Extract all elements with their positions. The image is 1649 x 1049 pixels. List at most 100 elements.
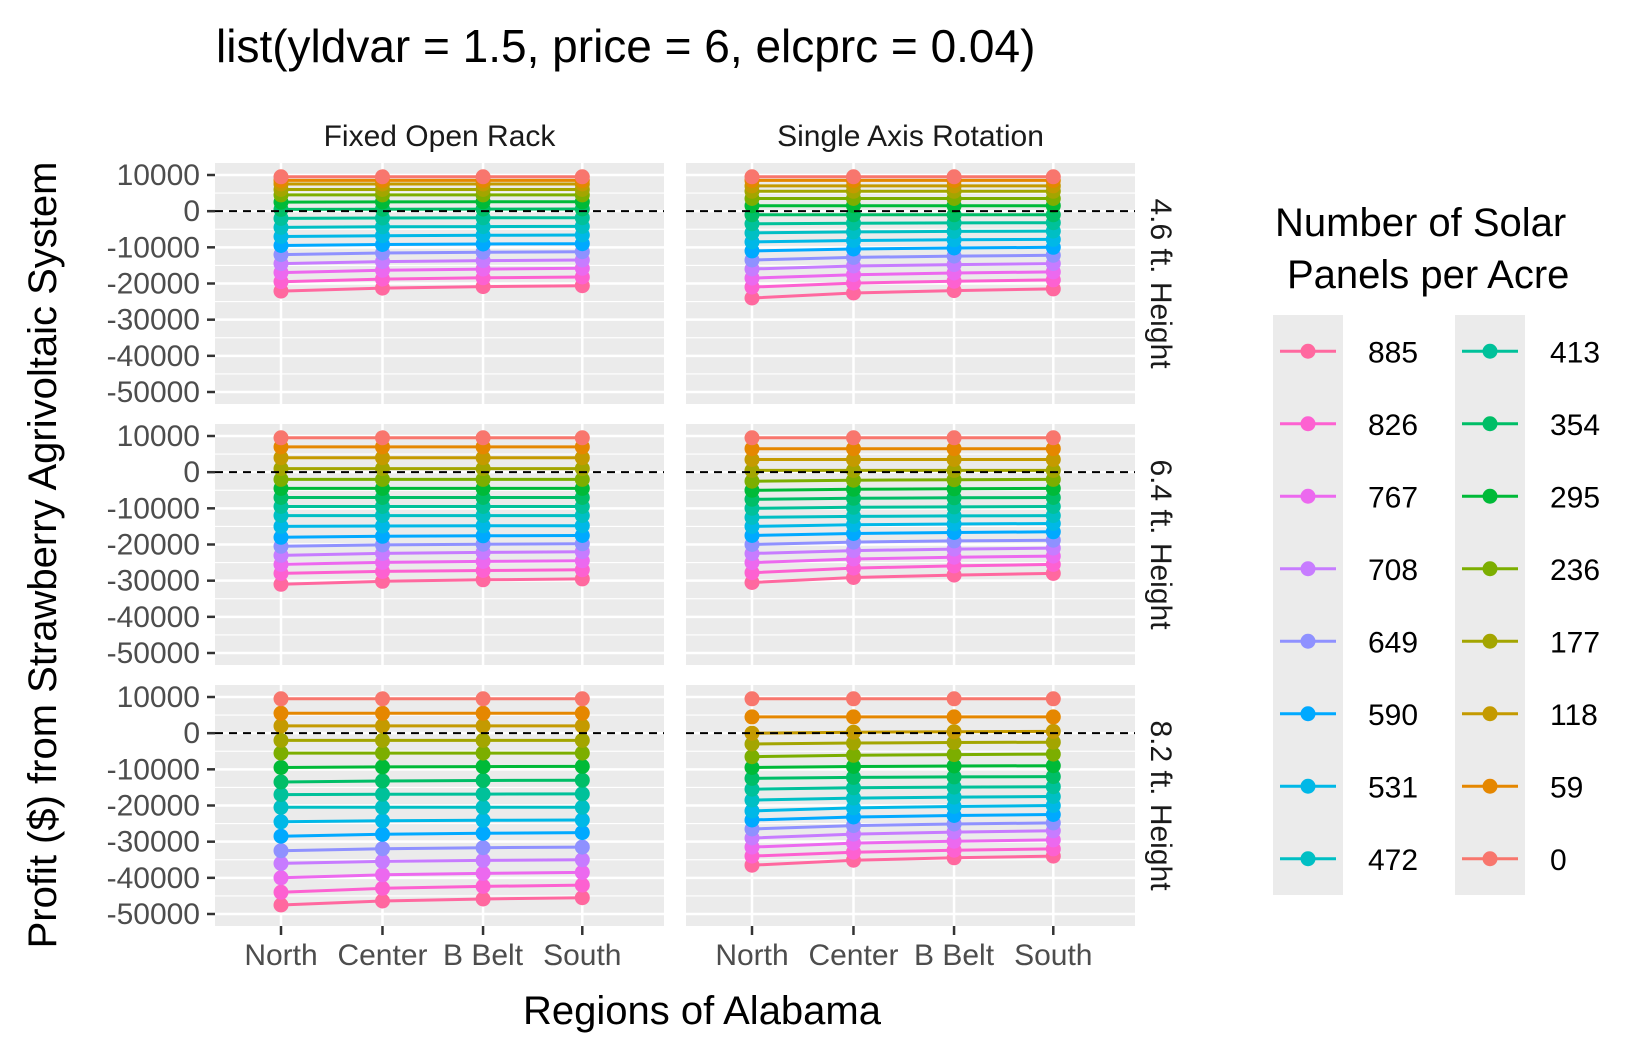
data-point (273, 691, 289, 707)
data-point (744, 770, 760, 786)
data-point (574, 691, 590, 707)
data-point (1045, 769, 1061, 785)
data-point (475, 786, 491, 802)
panel (215, 424, 664, 665)
data-point (273, 450, 289, 466)
series-line (280, 550, 583, 557)
data-point (946, 709, 962, 725)
legend-key-background (1273, 315, 1343, 895)
data-point (946, 441, 962, 457)
data-point (273, 718, 289, 734)
legend-label: 118 (1550, 699, 1598, 732)
data-point (574, 705, 590, 721)
data-point (475, 718, 491, 734)
data-point (946, 462, 962, 478)
data-point (744, 452, 760, 467)
data-point (375, 826, 390, 842)
legend-key-point (1482, 488, 1498, 504)
data-point (475, 852, 491, 868)
data-point (946, 769, 962, 785)
y-tick-label: 0 (183, 456, 200, 489)
data-point (846, 747, 861, 763)
series-line (751, 847, 1054, 858)
legend-label: 590 (1368, 699, 1418, 732)
series-line (280, 845, 583, 853)
data-point (273, 828, 289, 844)
panel (686, 685, 1135, 926)
data-point (574, 877, 590, 893)
data-point (375, 773, 390, 789)
data-point (375, 732, 390, 748)
legend-label: 708 (1368, 554, 1418, 587)
panels-area: Fixed Open Rack Single Axis Rotation 4.6 f… (215, 120, 1177, 926)
data-point (946, 169, 962, 185)
x-tick-label: North (715, 939, 788, 972)
data-point (946, 430, 962, 446)
data-point (946, 452, 962, 467)
data-point (946, 724, 962, 740)
data-point (846, 769, 861, 785)
data-point (273, 897, 289, 913)
data-point (475, 878, 491, 894)
data-point (744, 691, 760, 707)
data-point (574, 812, 590, 828)
series-line (280, 250, 583, 257)
data-point (846, 724, 861, 740)
y-tick-label: 10000 (117, 420, 200, 453)
data-point (273, 760, 289, 775)
data-point (375, 169, 390, 185)
data-point (475, 691, 491, 707)
data-point (475, 865, 491, 881)
series-line (751, 477, 1054, 483)
data-point (475, 812, 491, 828)
y-tick-label: 0 (183, 195, 200, 228)
series-line (751, 287, 1054, 300)
x-axis-title: Regions of Alabama (523, 989, 882, 1033)
data-point (744, 760, 760, 775)
legend-key-point (1482, 706, 1498, 722)
legend-key-point (1300, 778, 1316, 794)
series-line (751, 538, 1054, 546)
series-line (751, 530, 1054, 537)
data-point (946, 758, 962, 774)
legend-item: 118 (1462, 699, 1598, 732)
strip-label-row: 6.4 ft. Height (1144, 459, 1177, 630)
data-point (846, 169, 861, 185)
series-line (280, 216, 583, 220)
data-point (1045, 691, 1061, 707)
legend-item: 413 (1462, 336, 1600, 369)
legend-item: 885 (1280, 336, 1418, 369)
data-point (273, 705, 289, 721)
legend-key-point (1300, 343, 1316, 359)
legend-item: 59 (1462, 771, 1583, 804)
data-point (375, 813, 390, 829)
y-tick-label: 10000 (117, 681, 200, 714)
data-point (574, 471, 590, 487)
y-axis: 100000-10000-20000-30000-40000-500001000… (107, 159, 215, 931)
legend-label: 885 (1368, 336, 1418, 369)
legend-label: 236 (1550, 554, 1600, 587)
series-line (751, 554, 1054, 565)
data-point (475, 745, 491, 761)
data-point (273, 884, 289, 900)
data-point (1045, 746, 1061, 762)
data-point (273, 774, 289, 790)
series-line (751, 854, 1054, 867)
data-point (375, 430, 390, 446)
strip-label-column: Single Axis Rotation (777, 120, 1044, 153)
y-tick-label: -20000 (107, 790, 200, 823)
strip-label-row: 8.2 ft. Height (1144, 720, 1177, 891)
series-line (751, 775, 1054, 780)
series-line (280, 242, 583, 247)
legend-label: 649 (1368, 626, 1418, 659)
data-point (744, 169, 760, 185)
x-tick-label: North (244, 939, 317, 972)
data-point (375, 518, 390, 534)
legend-item: 236 (1462, 554, 1600, 587)
data-point (273, 576, 289, 592)
y-tick-label: -20000 (107, 268, 200, 301)
data-point (574, 450, 590, 466)
legend-label: 295 (1550, 481, 1600, 514)
data-point (273, 529, 289, 545)
